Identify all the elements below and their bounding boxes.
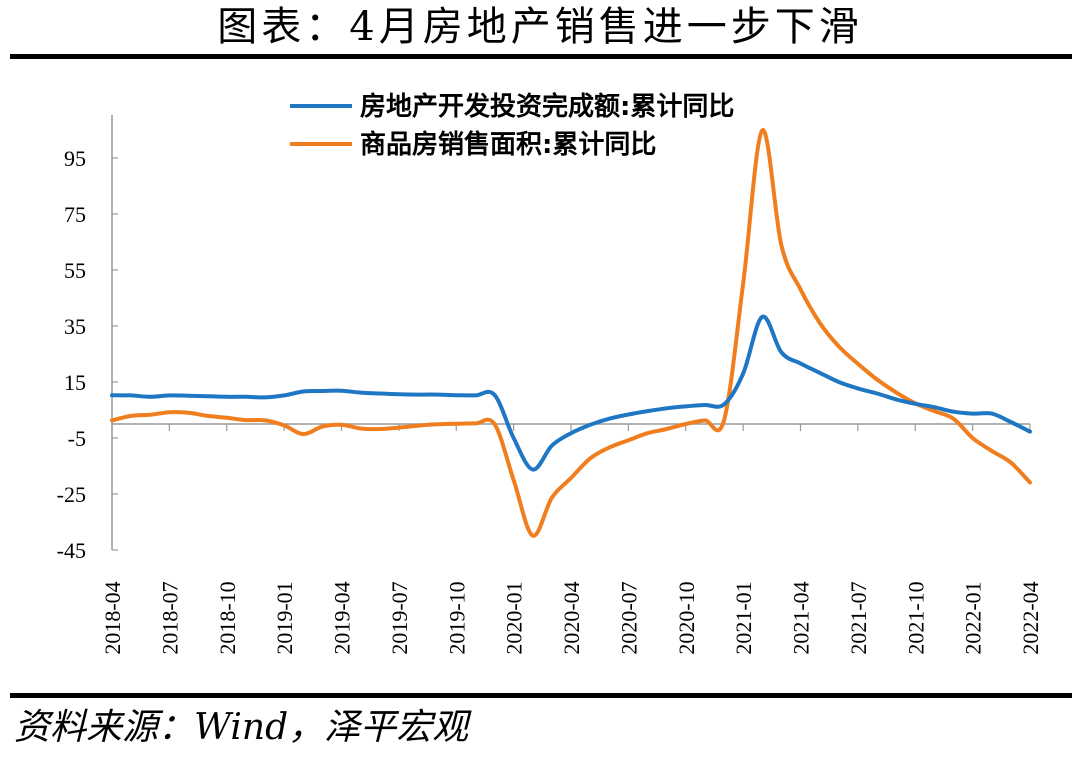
x-tick-label: 2019-10 [444,581,469,654]
page-title: 图表：4月房地产销售进一步下滑 [217,4,863,50]
x-tick-label: 2018-04 [100,581,125,654]
x-tick-label: 2020-01 [502,581,527,654]
legend-label-1: 房地产开发投资完成额:累计同比 [360,91,734,122]
x-tick-label: 2021-07 [846,581,871,654]
y-tick-label: 75 [64,202,86,227]
x-tick-label: 2021-04 [789,581,814,654]
x-tick-label: 2021-01 [731,581,756,654]
x-tick-label: 2020-04 [559,581,584,654]
series-line-1 [110,314,1032,472]
series-line-2 [110,128,1032,538]
x-tick-label: 2018-10 [215,581,240,654]
y-tick-label: 95 [64,146,86,171]
series-group [110,128,1032,538]
y-axis: 95 75 55 35 15 -5 -25 -45 [57,115,118,563]
x-tick-label: 2019-07 [387,581,412,654]
x-tick-label: 2022-04 [1018,581,1043,654]
y-tick-label: -25 [57,482,86,507]
x-tick-label: 2020-07 [616,581,641,654]
y-tick-label: -45 [57,538,86,563]
x-tick-label: 2018-07 [157,581,182,654]
y-tick-label: 35 [64,314,86,339]
top-rule [10,54,1072,59]
y-tick-label: 15 [64,370,86,395]
source-note: 资料来源：Wind，泽平宏观 [14,707,469,748]
x-tick-label: 2019-01 [272,581,297,654]
y-tick-label: 55 [64,258,86,283]
bottom-rule [10,693,1072,698]
x-tick-label: 2019-04 [330,581,355,654]
x-tick-label: 2020-10 [674,581,699,654]
legend-label-2: 商品房销售面积:累计同比 [360,129,656,160]
x-tick-label: 2021-10 [903,581,928,654]
x-tick-label: 2022-01 [961,581,986,654]
y-tick-label: -5 [68,426,86,451]
x-axis: 2018-04 2018-07 2018-10 2019-01 2019-04 2019-… [100,423,1043,655]
